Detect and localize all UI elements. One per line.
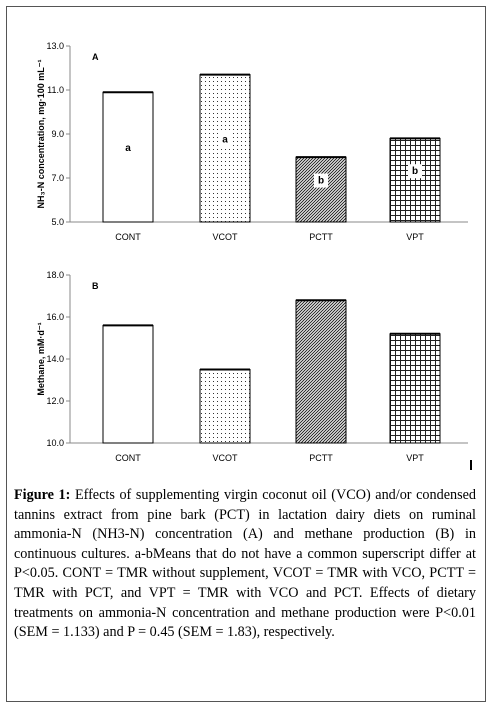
y-tick-label: 13.0 — [46, 41, 64, 51]
chart-panel-b: 10.0 12.0 14.0 16.0 18.0 Methane, mM·d⁻¹ B CONT… — [36, 270, 468, 463]
y-tick-label: 5.0 — [51, 217, 64, 227]
significance-label: a — [125, 143, 131, 154]
bar-vpt — [389, 137, 441, 223]
x-tick-label: VCOT — [212, 232, 238, 242]
bar-cont — [102, 324, 154, 444]
panel-label: A — [92, 52, 99, 62]
sig-letter-bg — [121, 141, 135, 156]
bar-vcot — [199, 369, 251, 444]
caption-text: Effects of supplementing virgin coconut … — [14, 487, 476, 641]
x-tick-label: VPT — [406, 232, 424, 242]
bar-cont — [102, 91, 154, 223]
x-tick-label: VCOT — [212, 453, 238, 463]
bar-pctt — [295, 156, 347, 223]
bar-vcot — [199, 74, 251, 223]
sig-letter-bg — [314, 173, 328, 188]
significance-label: b — [318, 176, 324, 187]
y-tick-label: 12.0 — [46, 396, 64, 406]
panel-label: B — [92, 281, 99, 291]
caption-label: Figure 1: — [14, 487, 71, 503]
significance-label: b — [412, 166, 418, 177]
y-tick-label: 11.0 — [47, 85, 64, 95]
y-tick-label: 14.0 — [46, 354, 64, 364]
y-tick-label: 9.0 — [51, 129, 64, 139]
x-tick-label: PCTT — [309, 232, 333, 242]
y-tick-label: 16.0 — [46, 312, 64, 322]
sig-letter-bg — [408, 164, 422, 179]
y-axis-title: Methane, mM·d⁻¹ — [36, 322, 46, 395]
y-tick-label: 10.0 — [46, 438, 64, 448]
x-tick-label: PCTT — [309, 453, 333, 463]
x-tick-label: CONT — [115, 453, 141, 463]
sig-letter-bg — [218, 132, 232, 147]
x-tick-label: CONT — [115, 232, 141, 242]
panel-marker — [470, 460, 472, 470]
x-tick-label: VPT — [406, 453, 424, 463]
bar-vpt — [389, 333, 441, 444]
significance-label: a — [222, 134, 228, 145]
y-tick-label: 18.0 — [46, 270, 64, 280]
y-tick-label: 7.0 — [51, 173, 64, 183]
bar-pctt — [295, 299, 347, 444]
figure-caption: Figure 1: Effects of supplementing virgi… — [14, 486, 476, 643]
y-axis-title: NH₃-N concentration, mg·100 mL⁻¹ — [36, 60, 46, 209]
